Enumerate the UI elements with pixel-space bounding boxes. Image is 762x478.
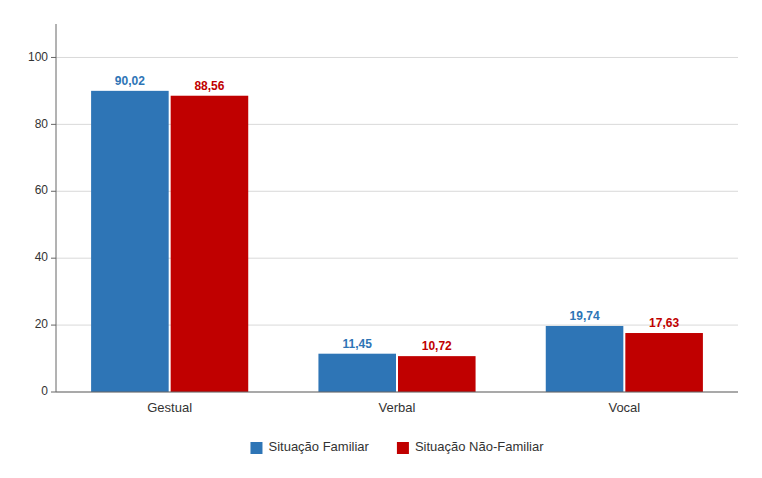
grid-line — [56, 57, 738, 58]
y-tick — [51, 57, 56, 58]
y-tick — [51, 124, 56, 125]
data-label: 19,74 — [570, 309, 600, 323]
legend: Situação Familiar Situação Não-Familiar — [250, 439, 544, 454]
y-tick-label: 80 — [35, 117, 49, 131]
data-label: 17,63 — [649, 316, 679, 330]
y-tick-label: 20 — [35, 317, 49, 331]
bar — [398, 356, 476, 392]
y-axis-line — [56, 24, 57, 392]
bar — [546, 326, 624, 392]
y-tick-label: 40 — [35, 250, 49, 264]
y-tick — [51, 258, 56, 259]
bar — [625, 333, 703, 392]
x-axis: Gestual Verbal Vocal — [147, 400, 640, 415]
y-tick-label: 100 — [28, 50, 48, 64]
x-tick-label: Vocal — [608, 400, 640, 415]
x-axis-line — [56, 392, 738, 393]
y-tick-label: 60 — [35, 183, 49, 197]
legend-item: Situação Familiar — [250, 439, 369, 454]
x-tick-label: Verbal — [379, 400, 416, 415]
legend-label: Situação Não-Familiar — [415, 439, 544, 454]
legend-item: Situação Não-Familiar — [397, 439, 544, 454]
bar — [318, 354, 396, 392]
legend-swatch — [250, 442, 262, 454]
bar — [91, 91, 169, 392]
legend-swatch — [397, 442, 409, 454]
y-grid: 0 20 40 60 80 100 — [28, 50, 738, 399]
legend-label: Situação Familiar — [268, 439, 369, 454]
data-labels: 90,02 11,45 19,74 88,56 10,72 17,63 — [115, 74, 680, 353]
y-tick — [51, 191, 56, 192]
data-label: 10,72 — [422, 339, 452, 353]
y-tick-label: 0 — [41, 384, 48, 398]
data-label: 11,45 — [343, 337, 373, 351]
y-tick — [51, 325, 56, 326]
y-tick — [51, 392, 56, 393]
x-tick-label: Gestual — [147, 400, 192, 415]
data-label: 90,02 — [115, 74, 145, 88]
bars — [91, 91, 703, 392]
chart: 0 20 40 60 80 100 90,02 11,45 19,74 88,56 10,72 17,… — [0, 0, 762, 478]
data-label: 88,56 — [194, 79, 224, 93]
grid-line — [56, 392, 738, 393]
bar — [171, 96, 249, 392]
chart-container: 0 20 40 60 80 100 90,02 11,45 19,74 88,56 10,72 17,… — [0, 0, 762, 478]
